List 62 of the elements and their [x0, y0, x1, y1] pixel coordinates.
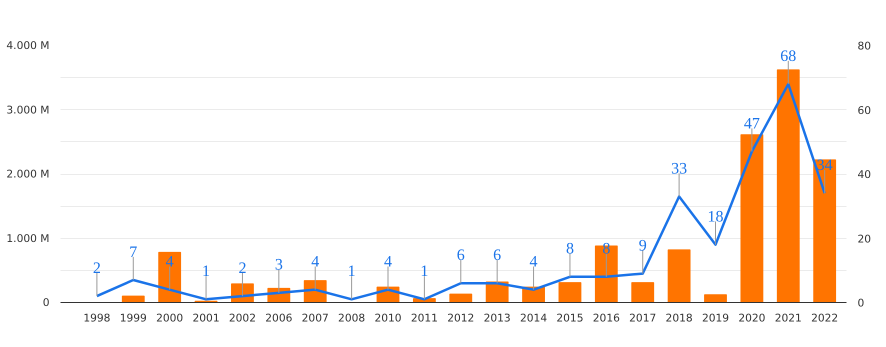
data-label: 4 — [384, 254, 392, 271]
x-tick-label: 2019 — [702, 312, 730, 324]
y-tick-label: 2.000 M — [6, 168, 50, 180]
bar — [558, 282, 582, 302]
data-label: 1 — [420, 263, 428, 280]
data-label: 8 — [566, 240, 574, 258]
bar — [813, 159, 836, 302]
x-tick-label: 2021 — [774, 312, 802, 324]
x-tick-label: 2022 — [811, 312, 838, 324]
y2-tick-label: 80 — [858, 40, 872, 52]
data-label: 9 — [638, 237, 647, 254]
x-tick-label: 2001 — [192, 312, 220, 324]
data-label: 3 — [274, 256, 283, 274]
bar — [704, 294, 727, 302]
x-tick-label: 2015 — [556, 312, 584, 324]
bar — [776, 69, 800, 302]
data-label: 1 — [348, 263, 356, 280]
x-tick-label: 2013 — [484, 312, 511, 324]
x-tick-label: 2000 — [156, 312, 184, 324]
bar — [158, 252, 182, 302]
data-label: 4 — [311, 254, 320, 271]
data-label: 6 — [493, 247, 502, 264]
data-label: 34 — [816, 157, 833, 174]
x-tick-label: 2010 — [374, 312, 402, 324]
y-tick-label: 4.000 M — [6, 39, 50, 52]
data-label: 2 — [238, 260, 246, 277]
x-tick-label: 2006 — [265, 312, 293, 324]
x-tick-label: 2007 — [302, 312, 329, 324]
data-label: 2 — [92, 260, 101, 277]
y2-tick-label: 60 — [858, 104, 872, 117]
x-tick-label: 2012 — [447, 312, 474, 324]
x-tick-label: 2008 — [338, 312, 366, 324]
x-tick-label: 2014 — [520, 312, 548, 324]
data-label: 18 — [708, 208, 724, 226]
bar — [740, 134, 764, 302]
y-tick-label: 0 — [42, 296, 50, 309]
y-tick-label: 1.000 M — [6, 232, 50, 245]
data-label: 4 — [166, 254, 174, 271]
x-tick-label: 2002 — [228, 312, 256, 324]
data-label: 8 — [602, 240, 610, 258]
x-tick-label: 2016 — [592, 312, 620, 324]
bar — [449, 294, 472, 302]
data-label: 1 — [202, 263, 210, 280]
data-label: 68 — [780, 48, 796, 65]
data-label: 7 — [129, 244, 138, 261]
x-tick-label: 2020 — [738, 312, 766, 324]
x-tick-label: 2017 — [629, 312, 656, 324]
x-tick-label: 2018 — [666, 312, 693, 324]
bar — [122, 296, 145, 302]
x-tick-label: 1998 — [83, 312, 111, 324]
y-tick-label: 3.000 M — [6, 103, 50, 116]
data-label: 33 — [671, 160, 688, 178]
bar — [668, 249, 691, 302]
y2-tick-label: 40 — [858, 168, 872, 181]
y2-tick-label: 0 — [858, 296, 864, 310]
bar — [631, 282, 654, 302]
y2-tick-label: 20 — [858, 232, 872, 246]
data-label: 47 — [744, 115, 760, 132]
x-tick-label: 1999 — [120, 312, 148, 324]
data-label: 4 — [530, 254, 538, 271]
x-tick-label: 2011 — [410, 312, 438, 324]
data-label: 6 — [456, 247, 465, 264]
